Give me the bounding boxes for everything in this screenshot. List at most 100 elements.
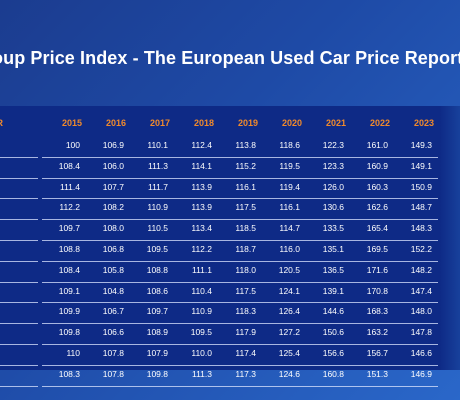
table-cell: 108.2 <box>86 198 130 221</box>
table-cell: 136.5 <box>306 261 350 283</box>
table-cell: 109.1 <box>42 282 86 304</box>
table-cell: 107.8 <box>86 344 130 366</box>
cell-value: 109.8 <box>146 368 168 379</box>
table-cell: 151.3 <box>350 365 394 387</box>
cell-value: 107.8 <box>102 347 124 358</box>
cell-value: 108.8 <box>58 243 80 254</box>
table-row: 108.4 105.8 108.8 111.1 118.0 120.5 136.5 171.6… <box>0 261 460 283</box>
year-header: 2015 <box>61 118 83 128</box>
cell-value: 117.5 <box>235 285 256 296</box>
cell-value: 109.8 <box>58 327 80 338</box>
year-header: 2016 <box>105 118 127 128</box>
table-cell: 110.5 <box>130 219 174 241</box>
cell-value: 111.7 <box>147 181 168 192</box>
cell-value: 160.3 <box>366 181 388 192</box>
cell-value: 107.9 <box>146 347 168 358</box>
cell-value: 150.6 <box>322 327 344 338</box>
table-row: 100 106.9 110.1 112.4 113.8 118.6 122.3 161.0 14… <box>0 136 460 158</box>
cell-value: 105.8 <box>102 264 124 275</box>
page-title: oup Price Index - The European Used Car … <box>0 48 460 68</box>
table-cell: 116.1 <box>262 198 306 221</box>
table-cell: 108.6 <box>130 282 174 304</box>
table-cell: 150.9 <box>394 178 438 200</box>
table-cell: 117.3 <box>218 365 262 387</box>
table-cell: 122.3 <box>306 136 350 158</box>
table-cell: 144.6 <box>306 302 350 325</box>
table-cell: 156.7 <box>350 344 394 366</box>
cell-value: 156.7 <box>366 347 388 358</box>
table-cell: 113.4 <box>174 219 218 241</box>
table-cell: 112.2 <box>174 240 218 262</box>
year-header: 2023 <box>413 118 435 128</box>
table-cell: 108.3 <box>42 365 86 387</box>
table-cell: 163.2 <box>350 323 394 345</box>
cell-value: 146.9 <box>410 368 432 379</box>
table-cell: 114.1 <box>174 157 218 179</box>
cell-value: 109.7 <box>146 306 168 317</box>
table-cell: 171.6 <box>350 261 394 283</box>
table-cell: 109.7 <box>130 302 174 325</box>
cell-value: 114.1 <box>191 160 212 171</box>
year-header: 2020 <box>281 118 303 128</box>
table-cell: 126.0 <box>306 178 350 200</box>
cell-value: 125.4 <box>278 347 300 358</box>
table-cell: 130.6 <box>306 198 350 221</box>
table-cell: 169.5 <box>350 240 394 262</box>
table-cell: 110 <box>42 344 86 366</box>
cell-value: 120.5 <box>278 264 300 275</box>
table-row: 109.7 108.0 110.5 113.4 118.5 114.7 133.5 165.4… <box>0 219 460 241</box>
table-cell: 149.1 <box>394 157 438 179</box>
cell-value: 107.7 <box>102 181 124 192</box>
cell-value: 163.2 <box>366 327 388 338</box>
table-cell: 118.6 <box>262 136 306 158</box>
table-cell: 110.0 <box>174 344 218 366</box>
table-cell: 114.7 <box>262 219 306 241</box>
table-cell: 109.9 <box>42 302 86 325</box>
cell-value: 109.1 <box>58 285 80 296</box>
cell-value: 111.3 <box>191 368 212 379</box>
table-cell: 109.7 <box>42 219 86 241</box>
table-cell: 109.5 <box>130 240 174 262</box>
year-header: 2017 <box>149 118 171 128</box>
cell-value: 116.0 <box>279 243 300 254</box>
table-cell: 111.1 <box>174 261 218 283</box>
table-cell: 162.6 <box>350 198 394 221</box>
cell-value: 147.4 <box>410 285 432 296</box>
table-cell: 110.9 <box>174 302 218 325</box>
table-cell: 119.4 <box>262 178 306 200</box>
cell-value: 126.4 <box>278 306 300 317</box>
row-label-cell <box>0 365 38 387</box>
year-header: 2018 <box>193 118 215 128</box>
cell-value: 156.6 <box>322 347 344 358</box>
row-label-cell <box>0 344 38 366</box>
cell-value: 130.6 <box>322 202 344 213</box>
cell-value: 113.9 <box>191 181 212 192</box>
cell-value: 147.8 <box>410 327 432 338</box>
table-cell: 149.3 <box>394 136 438 158</box>
cell-value: 165.4 <box>366 223 388 234</box>
cell-value: 106.8 <box>102 243 124 254</box>
table-cell: 139.1 <box>306 282 350 304</box>
cell-value: 117.9 <box>235 327 256 338</box>
cell-value: 109.5 <box>190 327 212 338</box>
cell-value: 149.1 <box>410 160 432 171</box>
cell-value: 108.9 <box>146 327 168 338</box>
table-cell: 160.3 <box>350 178 394 200</box>
table-cell: 123.3 <box>306 157 350 179</box>
cell-value: 110.9 <box>147 202 168 213</box>
table-cell: 108.9 <box>130 323 174 345</box>
table-cell: 111.7 <box>130 178 174 200</box>
table-cell: 120.5 <box>262 261 306 283</box>
cell-value: 106.6 <box>102 327 124 338</box>
year-header: 2022 <box>369 118 391 128</box>
cell-value: 171.6 <box>366 264 388 275</box>
row-label-cell <box>0 282 38 304</box>
table-cell: 108.4 <box>42 157 86 179</box>
cell-value: 126.0 <box>322 181 344 192</box>
table-row: 110 107.8 107.9 110.0 117.4 125.4 156.6 156.7 14… <box>0 344 460 366</box>
table-header: AR 2015 2016 2017 2018 2019 2020 2021 2022 2023 <box>0 118 460 132</box>
cell-value: 114.7 <box>279 223 300 234</box>
cell-value: 116.1 <box>235 181 256 192</box>
table-cell: 135.1 <box>306 240 350 262</box>
cell-value: 110.0 <box>191 347 212 358</box>
